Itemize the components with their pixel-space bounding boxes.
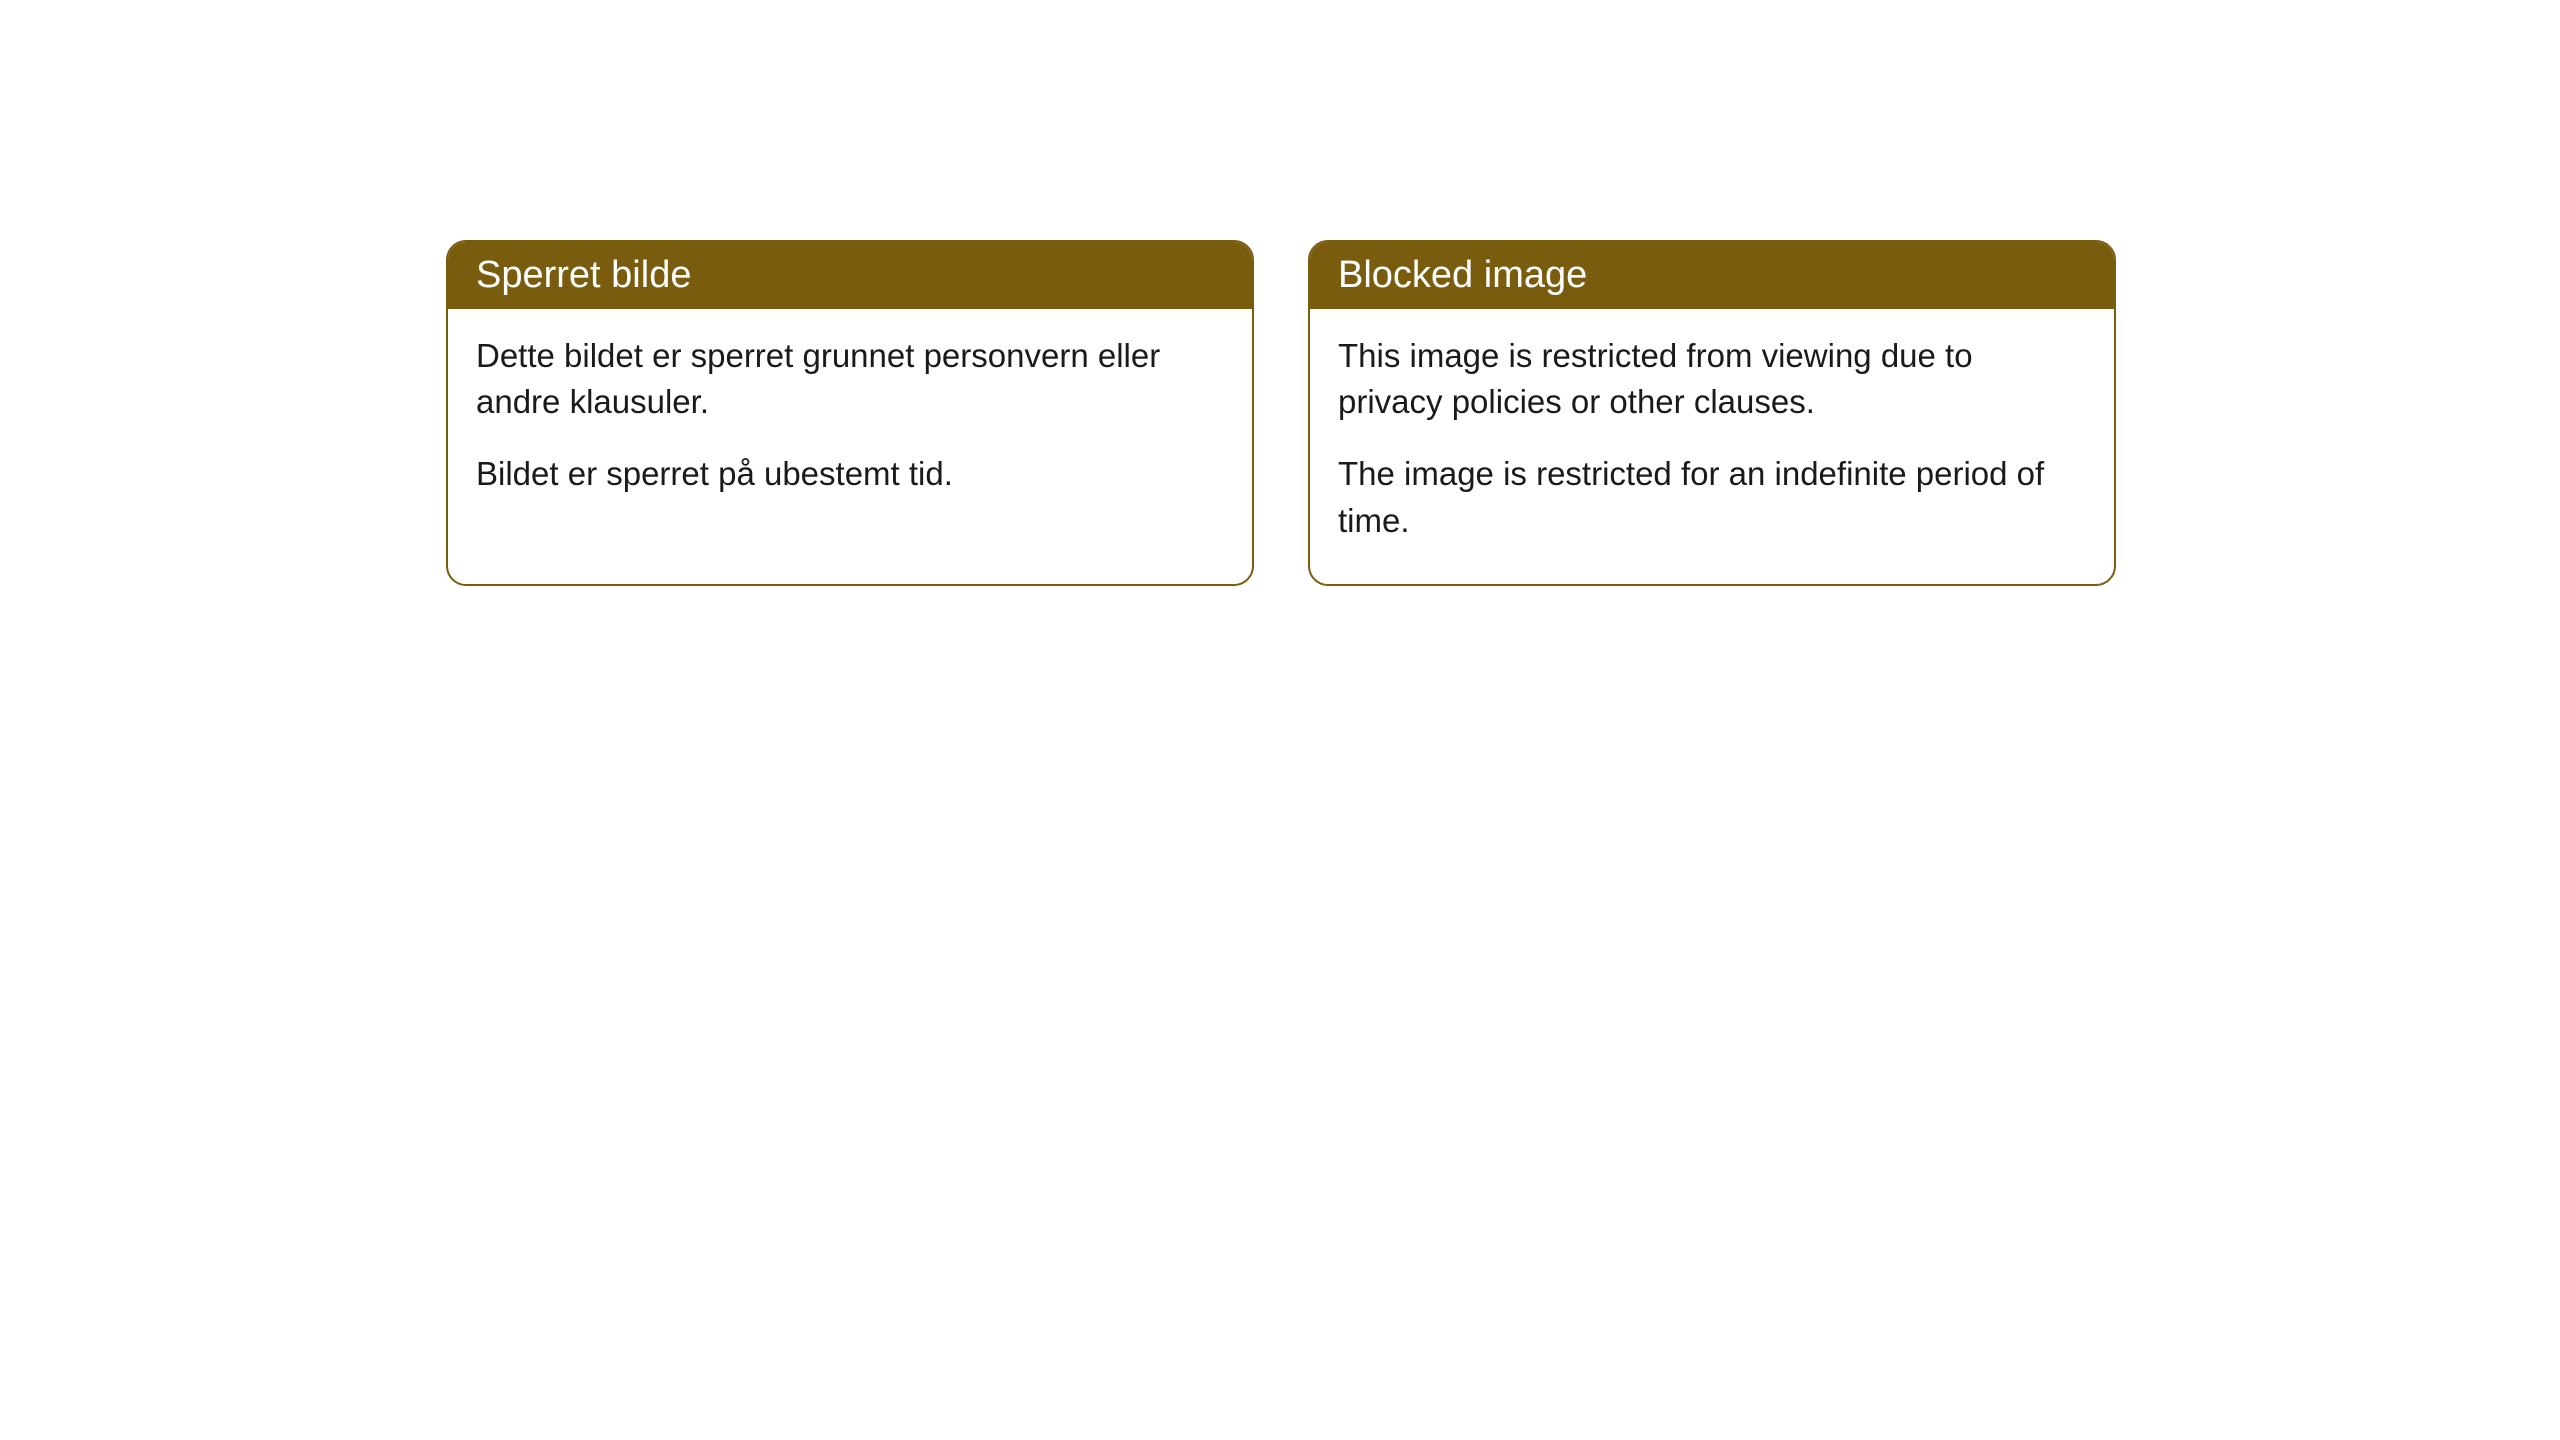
card-paragraph: Dette bildet er sperret grunnet personve… xyxy=(476,333,1224,425)
card-body: This image is restricted from viewing du… xyxy=(1310,309,2114,584)
notice-cards-container: Sperret bilde Dette bildet er sperret gr… xyxy=(446,240,2116,586)
card-paragraph: Bildet er sperret på ubestemt tid. xyxy=(476,451,1224,497)
card-body: Dette bildet er sperret grunnet personve… xyxy=(448,309,1252,538)
card-header: Blocked image xyxy=(1310,242,2114,309)
card-title: Blocked image xyxy=(1338,254,1587,296)
card-header: Sperret bilde xyxy=(448,242,1252,309)
blocked-image-card-english: Blocked image This image is restricted f… xyxy=(1308,240,2116,586)
card-paragraph: The image is restricted for an indefinit… xyxy=(1338,451,2086,543)
blocked-image-card-norwegian: Sperret bilde Dette bildet er sperret gr… xyxy=(446,240,1254,586)
card-paragraph: This image is restricted from viewing du… xyxy=(1338,333,2086,425)
card-title: Sperret bilde xyxy=(476,254,691,296)
